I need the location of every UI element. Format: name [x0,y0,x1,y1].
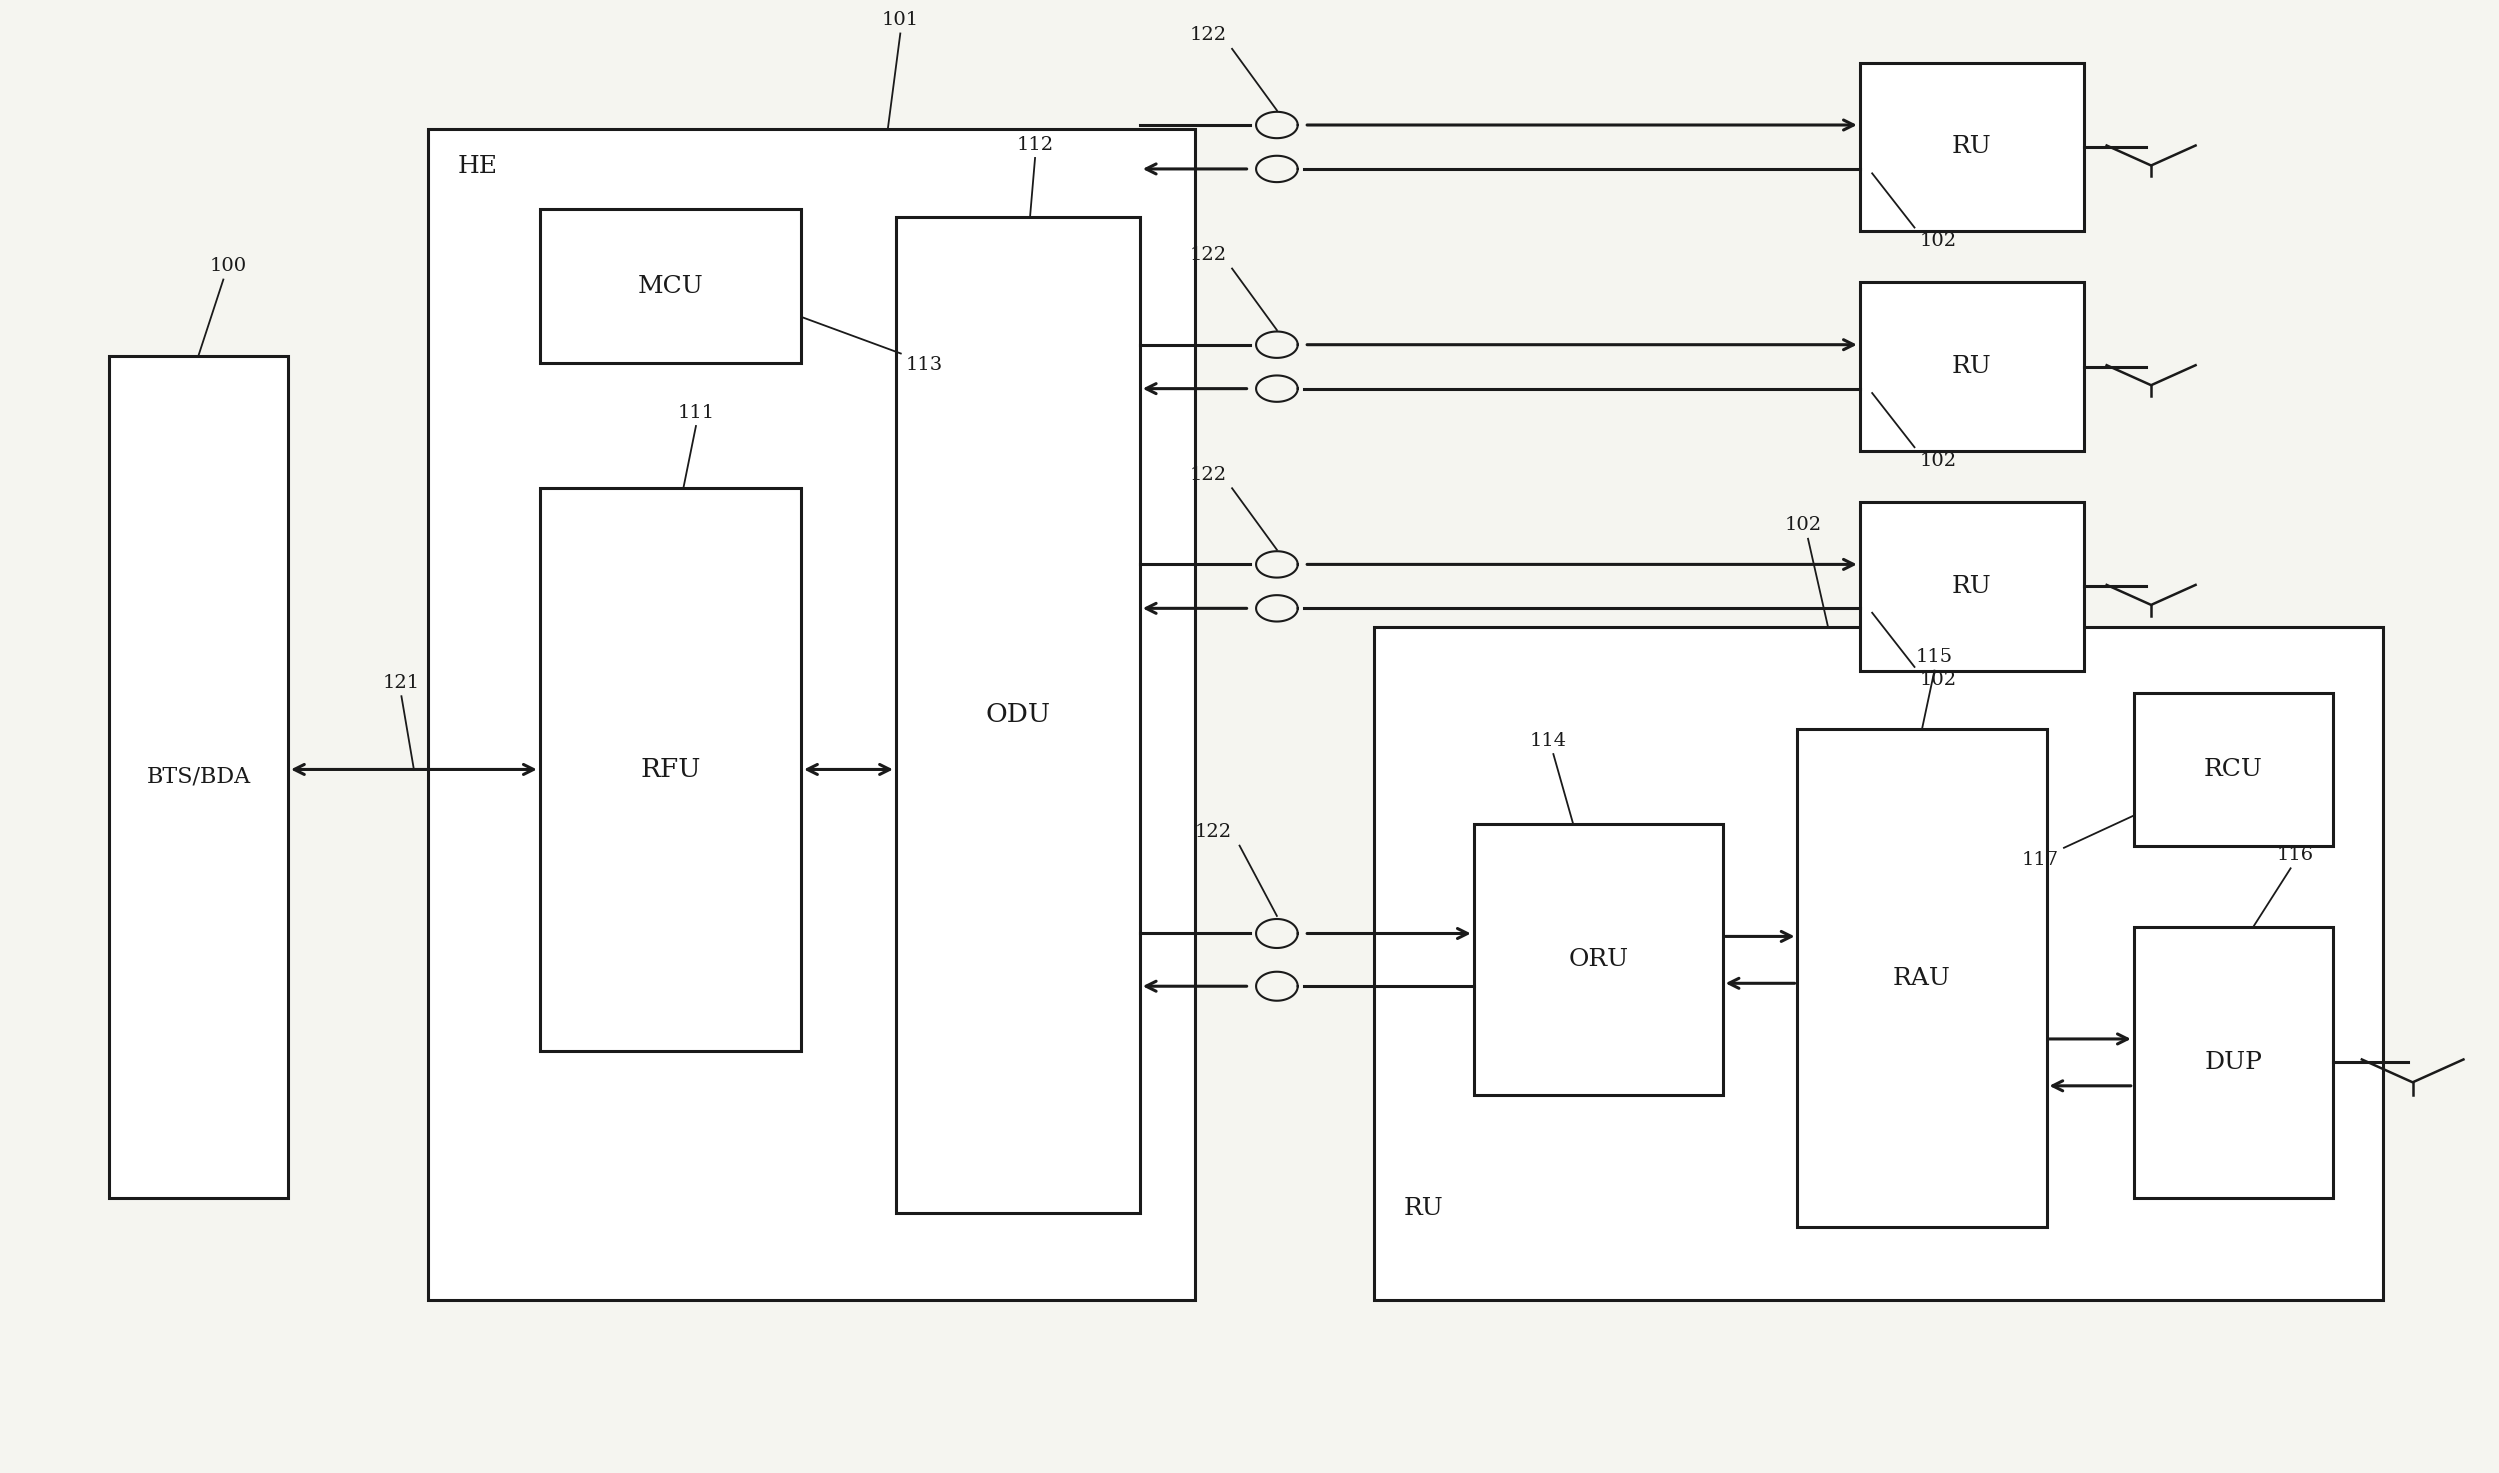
Text: 100: 100 [210,258,247,275]
Text: RAU: RAU [1894,966,1952,990]
Bar [1474,825,1722,1096]
Text: DUP: DUP [2204,1050,2262,1074]
Text: 111: 111 [677,404,715,421]
Text: 102: 102 [1919,452,1957,470]
Text: 115: 115 [1917,648,1954,666]
Text: 122: 122 [1195,823,1232,841]
Text: BTS/BDA: BTS/BDA [147,766,250,788]
Text: 113: 113 [905,356,942,374]
Bar [540,488,802,1052]
Text: MCU: MCU [637,274,702,298]
Text: RU: RU [1404,1198,1444,1220]
Text: 102: 102 [1784,517,1822,535]
Text: 102: 102 [1919,672,1957,689]
Bar [1374,626,2382,1301]
Bar [1859,63,2084,231]
Text: RU: RU [1952,574,1992,598]
Bar [2134,692,2334,847]
Bar [1797,729,2047,1227]
Text: 122: 122 [1190,27,1227,44]
Text: ORU: ORU [1569,949,1629,971]
Bar [895,217,1140,1212]
Text: HE: HE [457,155,497,178]
Text: 102: 102 [1919,231,1957,250]
Text: 122: 122 [1190,246,1227,264]
Text: 114: 114 [1529,732,1567,750]
Text: RU: RU [1952,136,1992,159]
Text: 101: 101 [882,12,920,29]
Text: RFU: RFU [640,757,700,782]
Text: ODU: ODU [985,703,1050,728]
Text: 116: 116 [2277,846,2314,865]
Bar [1859,283,2084,451]
Bar [427,128,1195,1301]
Text: 122: 122 [1190,465,1227,483]
Bar [2134,927,2334,1198]
Text: 117: 117 [2022,851,2059,869]
Bar [110,355,287,1198]
Text: 121: 121 [382,673,420,692]
Text: RCU: RCU [2204,759,2262,781]
Text: 112: 112 [1017,136,1055,153]
Bar [1859,502,2084,670]
Bar [540,209,802,362]
Text: RU: RU [1952,355,1992,379]
